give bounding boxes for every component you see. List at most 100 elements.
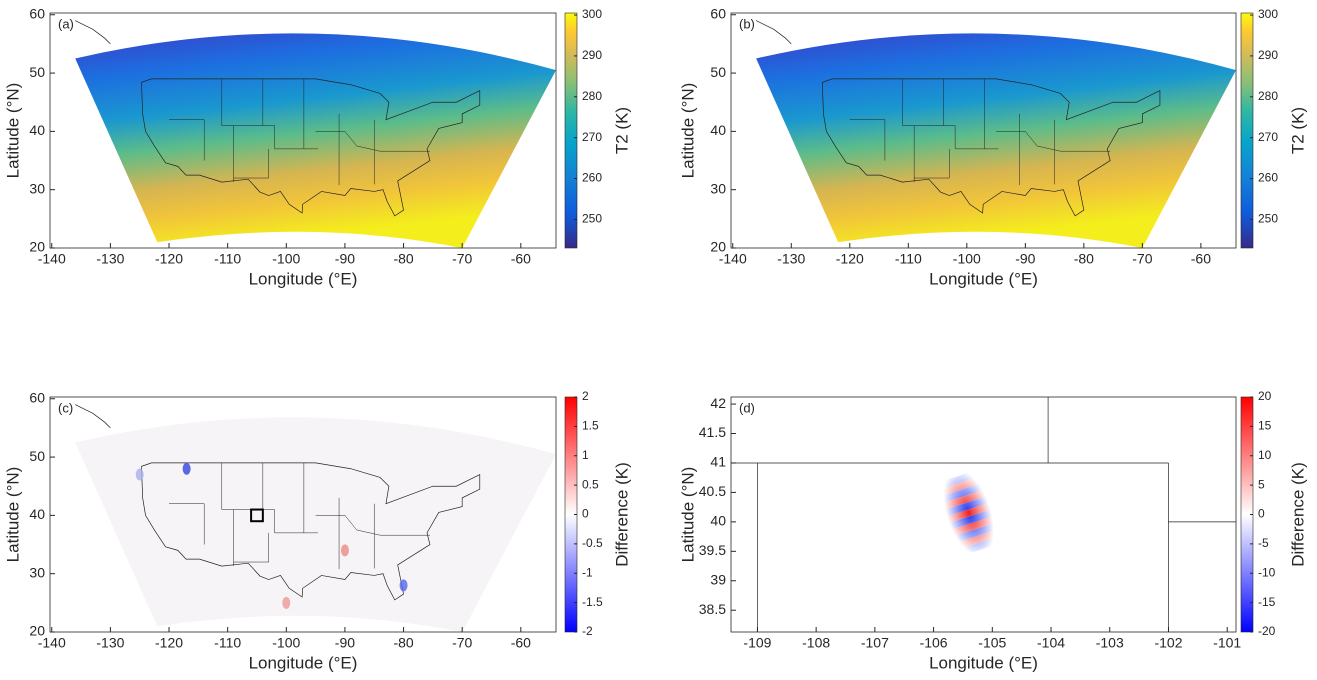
difference-stripe — [951, 516, 996, 537]
colorbar-tick-label: -15 — [1258, 595, 1276, 609]
y-tick-label: 38.5 — [699, 601, 726, 617]
colorbar-tick-label: 0 — [582, 507, 589, 521]
y-tick-label: 30 — [29, 180, 45, 196]
y-tick-label: 50 — [710, 64, 726, 80]
colorbar-tick-label: 260 — [1258, 171, 1278, 185]
difference-spot — [135, 468, 144, 481]
x-tick-label: -70 — [452, 635, 472, 651]
colorbar-tick-label: 10 — [1258, 448, 1272, 462]
x-tick-label: -80 — [1074, 251, 1094, 267]
difference-stripe — [944, 496, 989, 517]
x-tick-label: -60 — [511, 635, 531, 651]
difference-stripe — [953, 522, 998, 544]
map-body — [75, 20, 556, 248]
model-domain — [75, 417, 556, 632]
coastline — [756, 20, 792, 45]
y-tick-label: 30 — [29, 564, 45, 580]
y-axis-label: Latitude (°N) — [678, 83, 697, 179]
difference-spot — [399, 579, 408, 592]
y-tick-label: 50 — [29, 448, 45, 464]
zoom-box — [250, 508, 264, 523]
x-tick-label: -110 — [214, 251, 241, 267]
panel-label: (d) — [739, 400, 755, 415]
colorbar-tick-label: -1 — [582, 565, 593, 579]
country-border — [141, 462, 481, 601]
x-tick-label: -105 — [978, 635, 1006, 651]
x-tick-label: -120 — [836, 251, 864, 267]
x-tick-label: -90 — [335, 251, 355, 267]
axes-box — [49, 396, 557, 633]
state-border — [315, 515, 430, 536]
colorbar-tick-label: 290 — [582, 48, 602, 62]
colorbar-tick-label: -5 — [1258, 536, 1269, 550]
x-tick-label: -70 — [452, 251, 472, 267]
x-axis-label: Longitude (°E) — [249, 653, 358, 672]
difference-stripe — [957, 536, 1002, 557]
panel-label: (c) — [58, 400, 73, 415]
colorbar-tick-label: 280 — [582, 89, 602, 103]
x-tick-label: -140 — [719, 251, 747, 267]
x-tick-label: -80 — [393, 635, 413, 651]
x-tick-label: -70 — [1132, 251, 1152, 267]
x-axis-label: Longitude (°E) — [249, 269, 358, 288]
x-tick-label: -140 — [38, 251, 66, 267]
colorbar-tick-label: 1 — [582, 448, 589, 462]
y-tick-label: 20 — [29, 623, 45, 639]
panel-label: (b) — [739, 16, 755, 31]
x-tick-label: -102 — [1154, 635, 1182, 651]
colorbar-tick-label: 270 — [582, 130, 602, 144]
x-tick-label: -108 — [802, 635, 830, 651]
map-body — [756, 20, 1236, 248]
model-domain — [756, 33, 1236, 248]
x-tick-label: -90 — [335, 635, 355, 651]
map-panel: -140 -130 -120 -110 -100 -90 -80 -70 -6020304050… — [3, 389, 631, 672]
map-panel: -140 -130 -120 -110 -100 -90 -80 -70 -6020304050… — [3, 5, 631, 288]
x-axis-label: Longitude (°E) — [929, 653, 1038, 672]
x-tick-label: -103 — [1096, 635, 1124, 651]
x-tick-label: -60 — [511, 251, 531, 267]
state-border — [262, 125, 318, 150]
difference-stripe — [955, 529, 1000, 550]
colorbar — [1240, 12, 1254, 249]
state-border — [315, 131, 430, 152]
colorbar-tick-label: -2 — [582, 624, 593, 638]
x-tick-label: -100 — [272, 635, 300, 651]
y-axis-label: Latitude (°N) — [3, 83, 22, 179]
y-axis-label: Latitude (°N) — [3, 467, 22, 563]
x-tick-label: -110 — [895, 251, 922, 267]
y-tick-label: 60 — [710, 5, 726, 21]
axes-box — [49, 12, 557, 249]
colorbar-label: Difference (K) — [612, 462, 631, 567]
difference-spot — [340, 544, 349, 557]
state-border — [902, 78, 944, 126]
difference-spot — [282, 596, 291, 609]
colorbar-tick-label: 0.5 — [582, 477, 599, 491]
y-tick-label: 40 — [710, 122, 726, 138]
model-domain — [75, 33, 556, 248]
difference-stripe — [938, 476, 983, 497]
map-panel: -109 -108 -107 -106 -105 -104 -103 -102 -10138.5… — [678, 389, 1307, 672]
difference-spot — [182, 462, 191, 475]
x-tick-label: -100 — [953, 251, 981, 267]
x-axis-label: Longitude (°E) — [929, 269, 1038, 288]
y-tick-label: 40 — [29, 506, 45, 522]
y-tick-label: 40.5 — [699, 483, 726, 499]
state-border — [943, 125, 999, 150]
difference-stripe — [935, 469, 981, 490]
colorbar-tick-label: 250 — [1258, 212, 1278, 226]
y-tick-label: 40 — [29, 122, 45, 138]
x-tick-label: -107 — [861, 635, 889, 651]
y-tick-label: 50 — [29, 64, 45, 80]
y-tick-label: 40 — [710, 513, 726, 529]
x-tick-label: -110 — [214, 635, 241, 651]
colorbar-tick-label: 300 — [1258, 7, 1278, 21]
map-body — [75, 404, 556, 632]
colorbar-tick-label: 5 — [1258, 477, 1265, 491]
y-tick-label: 41.5 — [699, 424, 726, 440]
colorbar-tick-label: 280 — [1258, 89, 1278, 103]
x-tick-label: -120 — [155, 635, 183, 651]
x-tick-label: -106 — [920, 635, 948, 651]
x-tick-label: -140 — [38, 635, 66, 651]
map-panel: -140 -130 -120 -110 -100 -90 -80 -70 -6020304050… — [678, 5, 1307, 288]
